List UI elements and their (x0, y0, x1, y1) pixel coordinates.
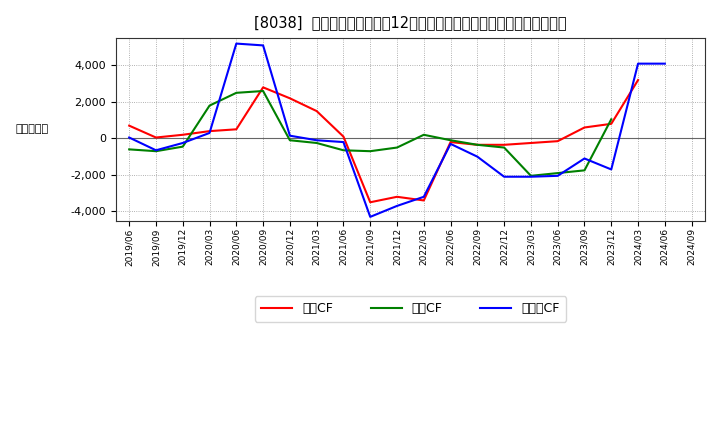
フリーCF (580, 156, 589, 161)
投賃CF (446, 138, 455, 143)
営業CF (446, 139, 455, 145)
営業CF (420, 198, 428, 203)
投賃CF (500, 145, 508, 150)
投賃CF (258, 88, 267, 94)
フリーCF (446, 141, 455, 147)
投賃CF (366, 149, 374, 154)
投賃CF (125, 147, 133, 152)
フリーCF (420, 194, 428, 199)
投賃CF (205, 103, 214, 108)
営業CF (179, 132, 187, 137)
投賃CF (312, 140, 321, 146)
投賃CF (179, 144, 187, 149)
営業CF (580, 125, 589, 130)
Y-axis label: （百万円）: （百万円） (15, 125, 48, 134)
営業CF (634, 77, 642, 83)
営業CF (554, 139, 562, 144)
Legend: 営業CF, 投賃CF, フリーCF: 営業CF, 投賃CF, フリーCF (255, 296, 566, 322)
投賃CF (232, 90, 240, 95)
フリーCF (152, 148, 161, 153)
営業CF (339, 134, 348, 139)
営業CF (366, 200, 374, 205)
フリーCF (500, 174, 508, 180)
フリーCF (554, 173, 562, 179)
フリーCF (473, 154, 482, 159)
Line: フリーCF: フリーCF (129, 44, 665, 217)
営業CF (473, 142, 482, 147)
営業CF (152, 135, 161, 140)
投賃CF (554, 170, 562, 176)
営業CF (286, 95, 294, 101)
フリーCF (232, 41, 240, 46)
営業CF (232, 127, 240, 132)
営業CF (205, 128, 214, 134)
投賃CF (339, 148, 348, 153)
投賃CF (473, 142, 482, 147)
営業CF (526, 140, 535, 146)
フリーCF (258, 43, 267, 48)
フリーCF (339, 139, 348, 145)
営業CF (500, 142, 508, 147)
投賃CF (420, 132, 428, 137)
フリーCF (125, 135, 133, 140)
投賃CF (152, 149, 161, 154)
フリーCF (205, 130, 214, 136)
投賃CF (286, 138, 294, 143)
Line: 投賃CF: 投賃CF (129, 91, 611, 176)
Line: 営業CF: 営業CF (129, 80, 638, 202)
投賃CF (526, 173, 535, 179)
フリーCF (392, 203, 401, 209)
フリーCF (634, 61, 642, 66)
営業CF (607, 121, 616, 126)
フリーCF (286, 133, 294, 138)
営業CF (125, 123, 133, 128)
営業CF (392, 194, 401, 199)
投賃CF (392, 145, 401, 150)
営業CF (258, 85, 267, 90)
営業CF (312, 108, 321, 114)
投賃CF (607, 117, 616, 122)
Title: [8038]  キャッシュフローの12か月移動合計の対前年同期増減額の推移: [8038] キャッシュフローの12か月移動合計の対前年同期増減額の推移 (254, 15, 567, 30)
フリーCF (526, 174, 535, 180)
フリーCF (366, 214, 374, 220)
フリーCF (179, 140, 187, 146)
フリーCF (607, 167, 616, 172)
フリーCF (660, 61, 669, 66)
フリーCF (312, 138, 321, 143)
投賃CF (580, 168, 589, 173)
